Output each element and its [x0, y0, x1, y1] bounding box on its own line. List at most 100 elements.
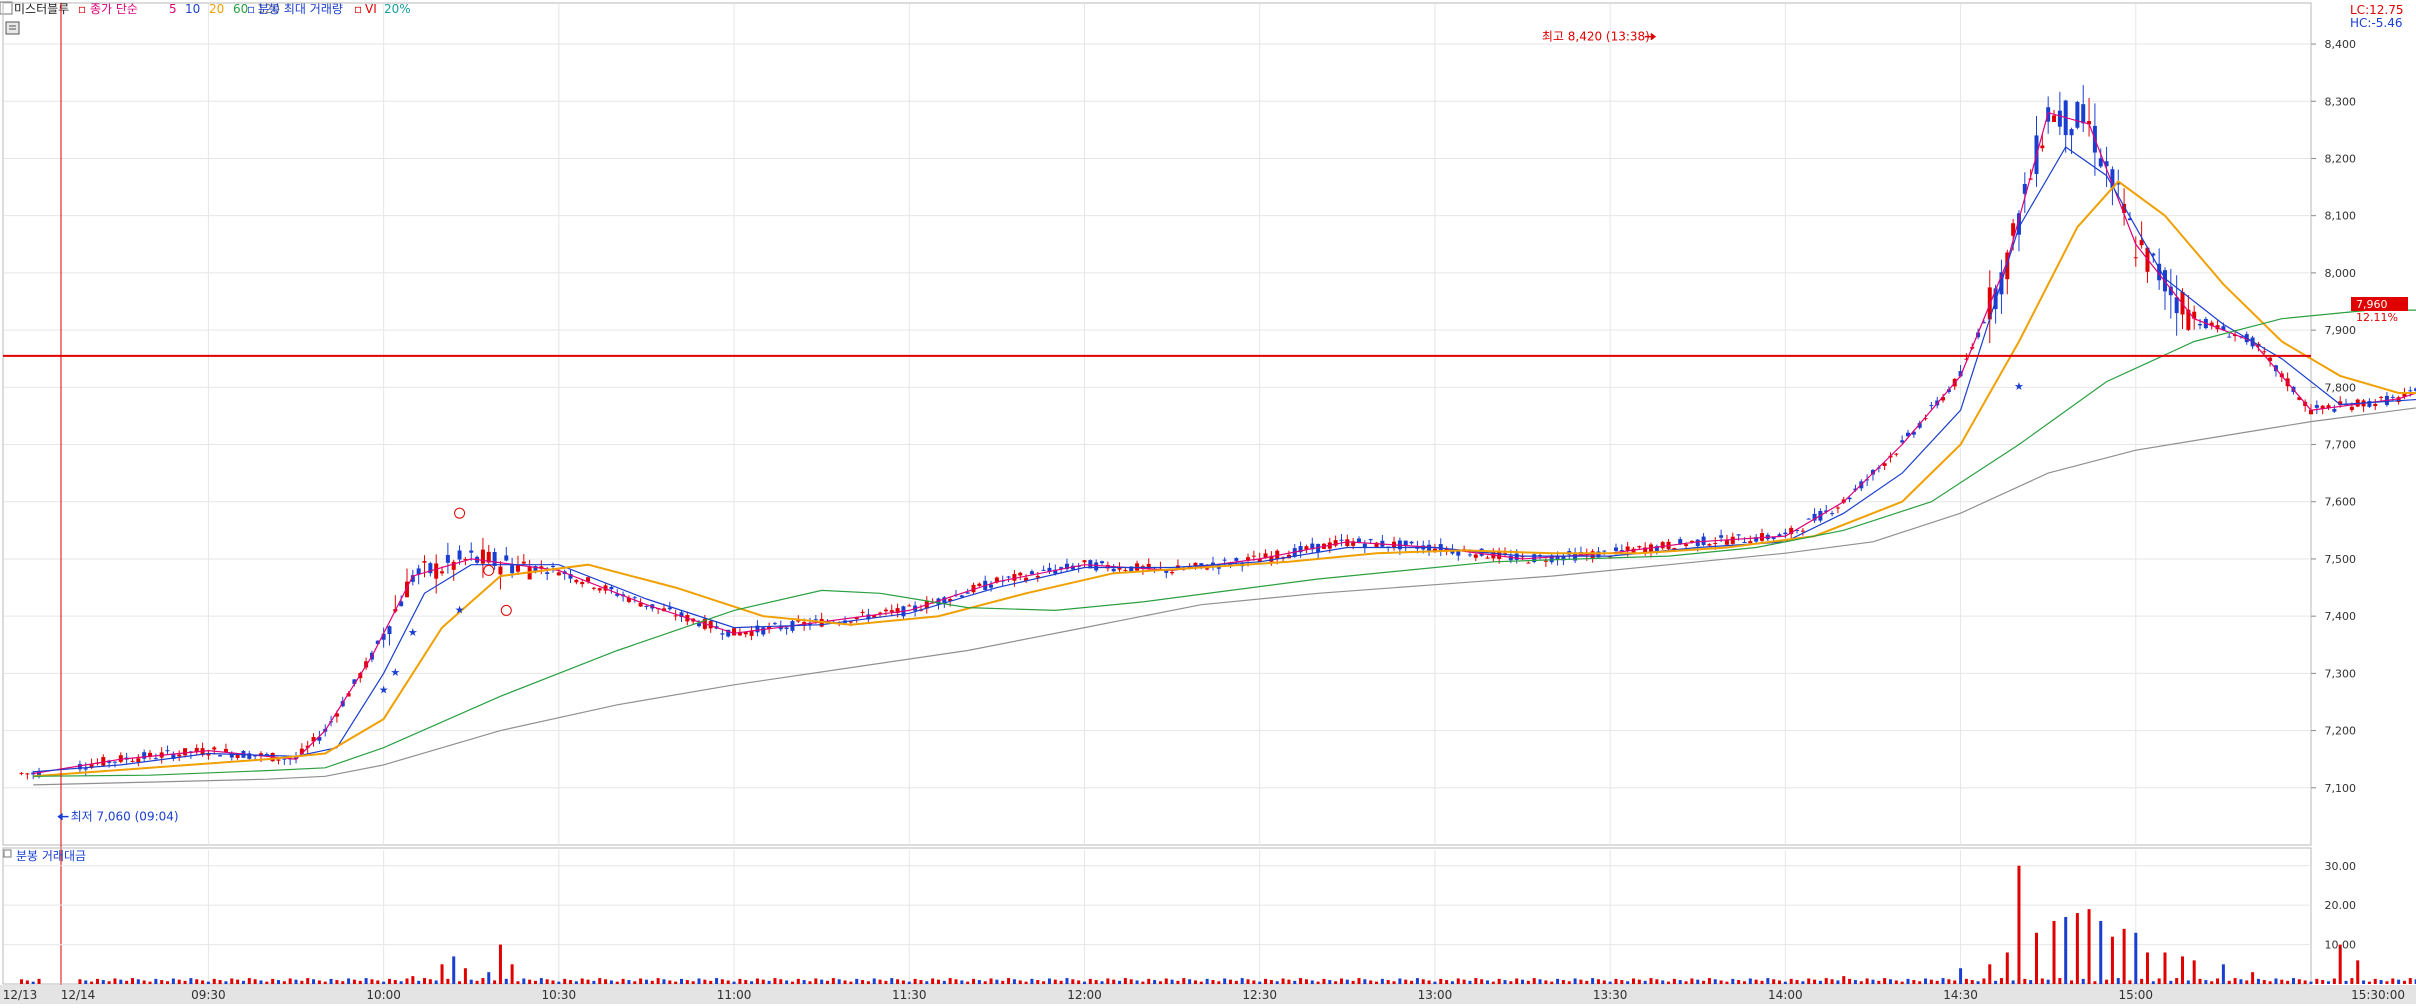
candle-body: [1269, 555, 1274, 562]
candle-body: [1654, 546, 1659, 551]
volume-bar: [510, 964, 514, 984]
volume-bar: [2046, 979, 2050, 984]
volume-bar: [1976, 981, 1980, 984]
volume-bar: [1485, 980, 1489, 984]
vi-label: VI: [365, 2, 377, 16]
volume-bar: [452, 956, 456, 984]
candle-body: [708, 621, 713, 629]
volume-bar: [206, 981, 210, 984]
volume-bar: [1415, 978, 1419, 984]
volume-bar: [2274, 978, 2278, 984]
volume-bar: [1696, 979, 1700, 984]
candle-body: [498, 566, 503, 575]
candle-body: [2157, 263, 2162, 281]
volume-bar: [656, 978, 660, 984]
candle-body: [422, 561, 427, 563]
volume-bar: [662, 979, 666, 984]
candle-body: [206, 754, 211, 756]
candle-body: [2110, 169, 2115, 188]
volume-bar: [241, 980, 245, 984]
volume-bar: [679, 978, 683, 984]
volume-bar: [1824, 978, 1828, 984]
volume-bar: [861, 980, 865, 984]
candle-body: [1543, 560, 1548, 562]
candle-body: [165, 750, 170, 752]
volume-bar: [1719, 980, 1723, 984]
candle-body: [1228, 563, 1233, 566]
volume-bar: [1328, 980, 1332, 984]
candle-body: [2192, 311, 2197, 319]
volume-toggle-icon[interactable]: [3, 849, 12, 858]
volume-bar: [913, 978, 917, 984]
volume-bar: [1304, 979, 1308, 984]
volume-bar: [1748, 978, 1752, 984]
candle-body: [130, 760, 135, 762]
volume-bar: [1445, 980, 1449, 984]
volume-bar: [726, 980, 730, 984]
low-annotation: 최저 7,060 (09:04): [57, 810, 179, 824]
volume-bar: [621, 978, 625, 984]
candle-body: [545, 572, 550, 574]
volume-bar: [2105, 979, 2109, 984]
volume-bar: [1106, 978, 1110, 984]
candle-body: [2016, 213, 2021, 235]
candle-body: [1637, 546, 1642, 548]
candle-body: [1911, 431, 1916, 435]
candle-body: [1403, 540, 1408, 546]
volume-bar: [2373, 978, 2377, 984]
volume-bar: [1947, 979, 1951, 984]
volume-bar: [1924, 978, 1928, 984]
candle-body: [2127, 218, 2132, 221]
volume-bar: [2029, 980, 2033, 984]
volume-bar: [1293, 980, 1297, 984]
candle-body: [574, 579, 579, 583]
candle-body: [644, 605, 649, 607]
volume-bar: [1392, 981, 1396, 984]
volume-bar: [253, 979, 257, 984]
candle-body: [661, 608, 666, 612]
volume-bar: [609, 980, 613, 984]
candle-body: [2087, 121, 2092, 125]
time-tick-label: 13:30: [1593, 988, 1628, 1002]
volume-bar: [1713, 979, 1717, 984]
candle-body: [1018, 572, 1023, 576]
volume-bar: [259, 980, 263, 984]
volume-bar: [966, 981, 970, 984]
volume-bar: [1404, 979, 1408, 984]
volume-bar: [463, 968, 467, 984]
candle-body: [2186, 309, 2191, 330]
candle-body: [1362, 543, 1367, 548]
legend-marker-icon: ▫: [78, 2, 86, 16]
volume-bar: [352, 979, 356, 984]
volume-bar: [948, 978, 952, 984]
legend-toggle-icon[interactable]: [0, 1, 13, 15]
candle-body: [767, 626, 772, 629]
volume-bar: [790, 981, 794, 984]
volume-bar: [1801, 981, 1805, 984]
volume-bar: [919, 980, 923, 984]
volume-bar: [1672, 978, 1676, 984]
candle-body: [1689, 540, 1694, 542]
volume-bar: [2023, 978, 2027, 984]
candle-body: [2297, 397, 2302, 400]
ma-line-120: [33, 407, 2416, 786]
volume-bar: [1626, 981, 1630, 984]
volume-bar: [1900, 981, 1904, 984]
volume-bar: [855, 978, 859, 984]
volume-bar: [2227, 980, 2231, 984]
candle-body: [2022, 184, 2027, 194]
candle-body: [223, 748, 228, 752]
volume-bar: [2286, 980, 2290, 984]
candle-body: [615, 593, 620, 596]
volume-bar: [644, 979, 648, 984]
volume-bar: [1339, 978, 1343, 984]
candle-body: [1748, 541, 1753, 544]
volume-bar: [586, 979, 590, 984]
candle-body: [118, 755, 123, 762]
candle-body: [591, 587, 596, 589]
settings-menu-icon[interactable]: [5, 21, 20, 35]
volume-bar: [458, 981, 462, 984]
candle-body: [2057, 110, 2062, 127]
volume-bar: [446, 978, 450, 984]
candle-body: [1555, 555, 1560, 560]
